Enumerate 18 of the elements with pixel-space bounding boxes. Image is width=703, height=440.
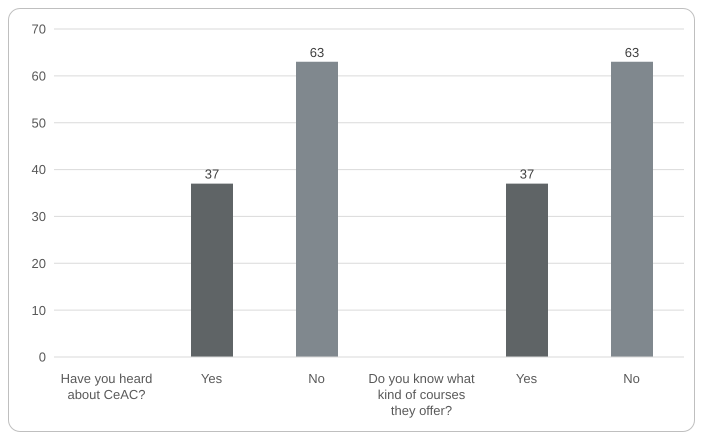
data-label: 63 [310,44,324,60]
y-tick-label: 70 [32,22,46,37]
y-tick-label: 40 [32,162,46,178]
x-tick-label: Yes [516,371,538,386]
x-tick-label: Have you heard about CeAC? [60,371,152,402]
x-tick-label: No [623,371,640,386]
data-label: 37 [520,166,534,182]
data-label: 63 [624,44,640,60]
y-tick-label: 20 [32,256,46,271]
x-tick-label: Do you know what kind of courses they offer? [368,371,475,418]
y-tick-label: 0 [38,350,46,365]
y-tick-label: 10 [32,302,46,318]
y-tick-label: 50 [32,115,46,130]
x-tick-label: No [308,371,325,386]
data-label: 37 [204,166,220,182]
x-tick-label: Yes [200,371,223,386]
y-tick-label: 60 [32,68,46,84]
y-tick-label: 30 [32,209,46,224]
